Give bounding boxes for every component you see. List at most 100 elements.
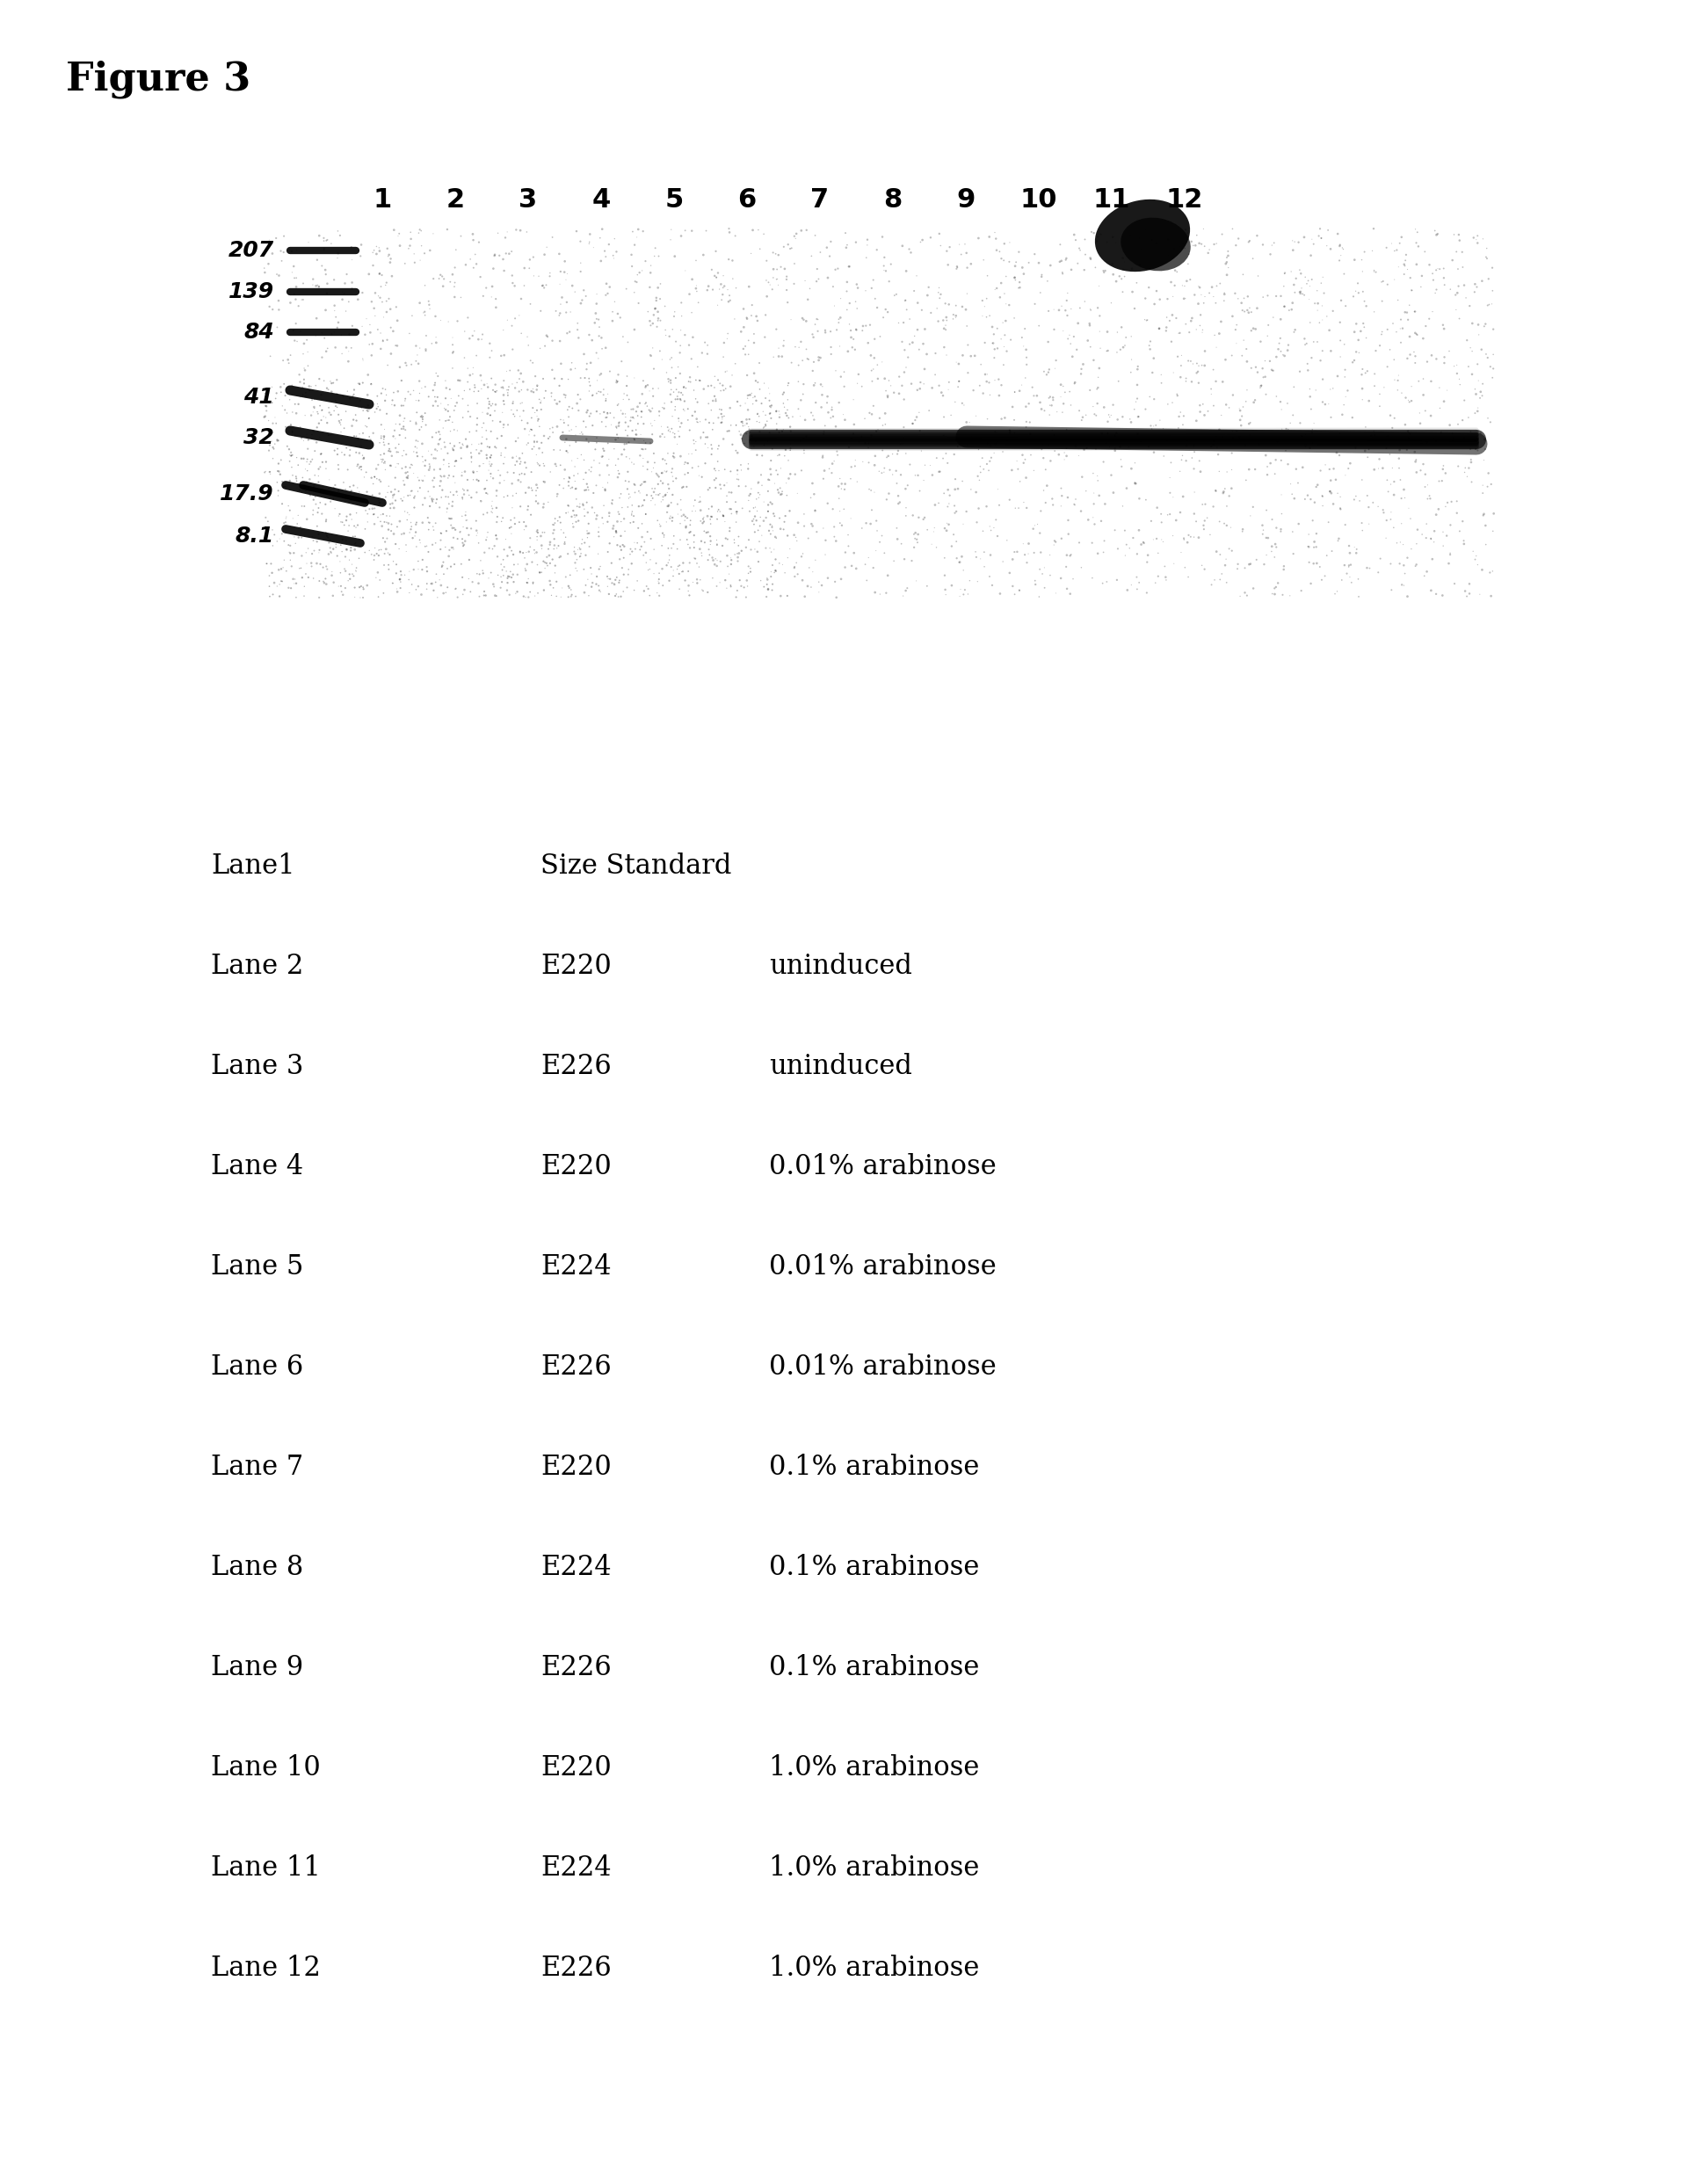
Point — [1085, 535, 1112, 570]
Point — [651, 419, 678, 454]
Point — [262, 426, 289, 461]
Point — [1296, 380, 1323, 415]
Point — [338, 242, 365, 277]
Point — [578, 557, 605, 592]
Point — [772, 395, 799, 430]
Point — [1413, 507, 1440, 542]
Point — [573, 352, 600, 387]
Point — [304, 465, 331, 500]
Point — [683, 546, 710, 581]
Point — [652, 478, 679, 513]
Point — [639, 472, 666, 507]
Point — [331, 472, 358, 507]
Point — [1379, 411, 1406, 446]
Point — [517, 242, 544, 277]
Point — [744, 483, 771, 518]
Point — [365, 500, 392, 535]
Point — [1230, 295, 1257, 330]
Point — [1327, 242, 1354, 277]
Point — [450, 529, 477, 563]
Point — [416, 290, 443, 325]
Point — [297, 546, 324, 581]
Point — [593, 395, 620, 430]
Point — [946, 579, 973, 614]
Point — [394, 478, 421, 513]
Point — [544, 478, 571, 513]
Point — [527, 555, 554, 590]
Point — [345, 507, 372, 542]
Point — [394, 347, 421, 382]
Point — [975, 365, 1002, 400]
Point — [696, 520, 723, 555]
Point — [1401, 334, 1428, 369]
Point — [301, 382, 328, 417]
Point — [1278, 293, 1305, 328]
Point — [737, 550, 764, 585]
Point — [548, 253, 575, 288]
Point — [279, 234, 306, 269]
Point — [705, 432, 732, 467]
Point — [365, 537, 392, 572]
Point — [662, 389, 690, 424]
Point — [1197, 232, 1224, 266]
Point — [1445, 448, 1472, 483]
Point — [512, 450, 539, 485]
Point — [619, 546, 646, 581]
Point — [279, 500, 306, 535]
Point — [823, 524, 850, 559]
Point — [1210, 284, 1237, 319]
Point — [1117, 354, 1144, 389]
Point — [252, 389, 279, 424]
Point — [390, 408, 417, 443]
Point — [277, 494, 304, 529]
Point — [1175, 559, 1202, 594]
Point — [490, 559, 517, 594]
Point — [1372, 229, 1399, 264]
Point — [1305, 218, 1332, 253]
Point — [735, 478, 762, 513]
Point — [646, 579, 673, 614]
Point — [521, 535, 548, 570]
Point — [314, 332, 341, 367]
Point — [1169, 406, 1197, 441]
Point — [629, 393, 656, 428]
Point — [700, 406, 727, 441]
Point — [1234, 293, 1261, 328]
Point — [1224, 325, 1251, 360]
Point — [1033, 358, 1060, 393]
Point — [1472, 240, 1499, 275]
Point — [493, 478, 521, 513]
Point — [647, 509, 674, 544]
Point — [1183, 356, 1210, 391]
Point — [309, 393, 336, 428]
Point — [613, 426, 641, 461]
Point — [711, 467, 739, 502]
Point — [779, 400, 806, 435]
Point — [843, 312, 870, 347]
Point — [289, 369, 316, 404]
Point — [661, 419, 688, 454]
Point — [1085, 352, 1112, 387]
Point — [1028, 258, 1055, 293]
Point — [521, 430, 548, 465]
Point — [1289, 450, 1317, 485]
Point — [365, 448, 392, 483]
Point — [754, 280, 781, 314]
Point — [490, 384, 517, 419]
Point — [615, 553, 642, 587]
Point — [336, 439, 363, 474]
Point — [507, 535, 534, 570]
Point — [1445, 251, 1472, 286]
Point — [661, 437, 688, 472]
Point — [1443, 485, 1470, 520]
Point — [274, 376, 301, 411]
Point — [1467, 380, 1494, 415]
Point — [299, 524, 326, 559]
Point — [517, 574, 544, 609]
Point — [598, 566, 625, 601]
Point — [264, 258, 291, 293]
Point — [265, 446, 292, 480]
Point — [1350, 310, 1377, 345]
Point — [595, 441, 622, 476]
Point — [299, 382, 326, 417]
